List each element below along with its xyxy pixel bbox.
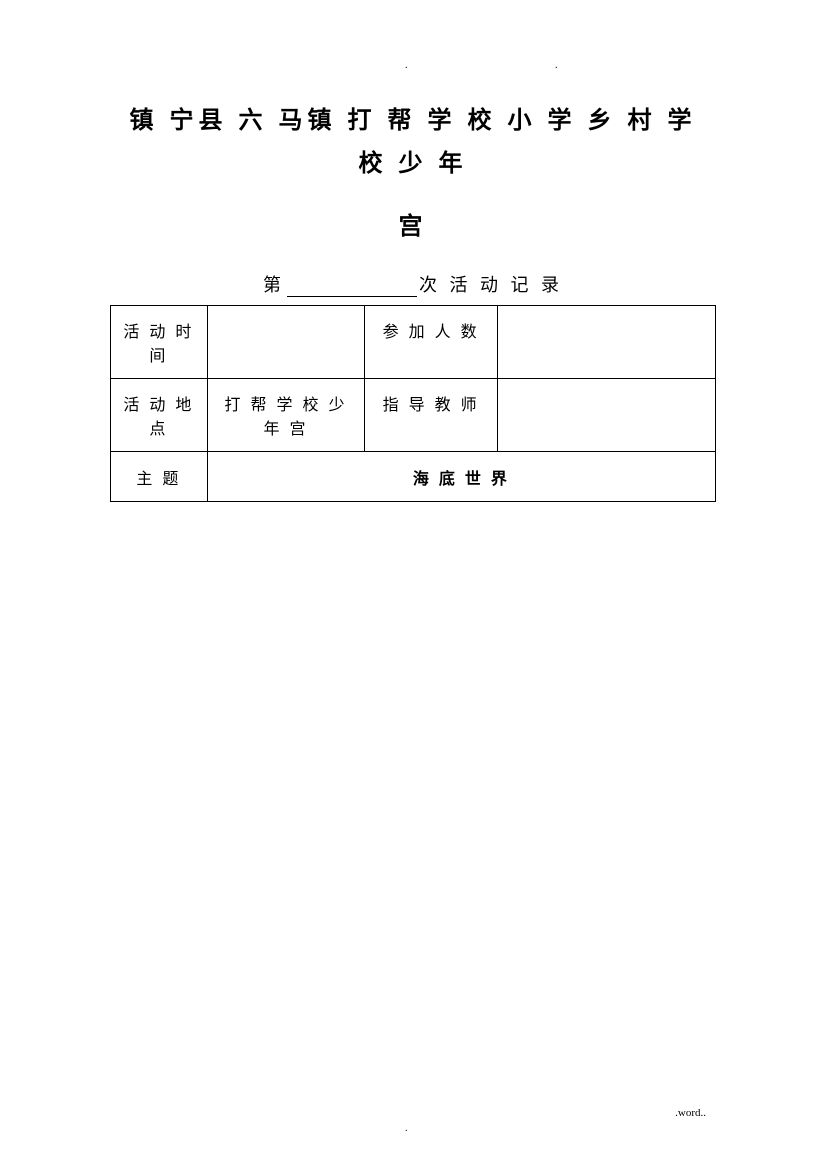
subtitle-suffix: 次 活 动 记 录	[419, 275, 563, 295]
page-marker-dot: .	[405, 60, 408, 71]
cell-participants-value	[498, 306, 716, 379]
cell-instructor-value	[498, 379, 716, 452]
cell-activity-time-value	[207, 306, 364, 379]
subtitle-blank	[287, 296, 417, 297]
cell-activity-time-label: 活 动 时 间	[111, 306, 208, 379]
page-footer: .word..	[675, 1107, 706, 1119]
cell-topic-value: 海 底 世 界	[207, 452, 715, 502]
record-table: 活 动 时 间 参 加 人 数 活 动 地 点 打 帮 学 校 少 年 宫 指 …	[110, 305, 716, 502]
cell-topic-label: 主 题	[111, 452, 208, 502]
cell-location-label: 活 动 地 点	[111, 379, 208, 452]
document-page: 镇 宁县 六 马镇 打 帮 学 校 小 学 乡 村 学 校 少 年 宫 第 次 活…	[0, 0, 826, 502]
page-marker-dot: .	[555, 60, 558, 71]
document-title-line2: 宫	[110, 206, 716, 241]
document-title-line1: 镇 宁县 六 马镇 打 帮 学 校 小 学 乡 村 学 校 少 年	[110, 100, 716, 186]
table-row: 活 动 地 点 打 帮 学 校 少 年 宫 指 导 教 师	[111, 379, 716, 452]
cell-location-value: 打 帮 学 校 少 年 宫	[207, 379, 364, 452]
cell-participants-label: 参 加 人 数	[365, 306, 498, 379]
subtitle-prefix: 第	[263, 275, 285, 295]
table-row: 活 动 时 间 参 加 人 数	[111, 306, 716, 379]
page-marker-dot: .	[405, 1123, 408, 1134]
table-row: 主 题 海 底 世 界	[111, 452, 716, 502]
cell-instructor-label: 指 导 教 师	[365, 379, 498, 452]
document-subtitle: 第次 活 动 记 录	[110, 271, 716, 297]
